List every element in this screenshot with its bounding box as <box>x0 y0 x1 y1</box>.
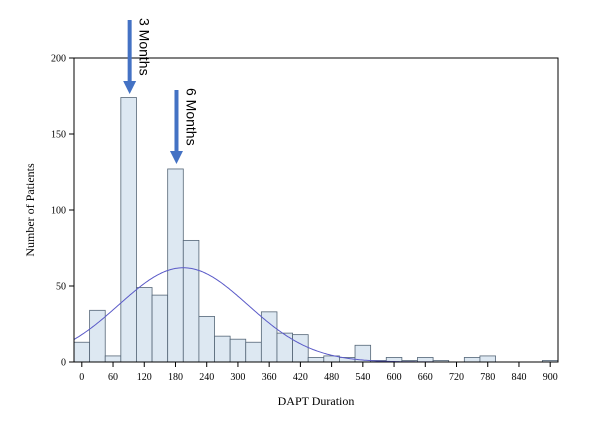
histogram-bar <box>245 341 262 363</box>
y-axis-ticks: 0 50 100 150 200 <box>51 54 74 369</box>
y-axis-title: Number of Patients <box>23 163 37 257</box>
x-tick-label: 420 <box>293 372 308 383</box>
histogram-bar <box>198 315 215 363</box>
x-tick-label: 720 <box>449 372 464 383</box>
histogram-bar <box>120 97 137 363</box>
histogram-bar <box>276 332 293 363</box>
histogram-bar <box>260 311 278 363</box>
x-tick-label: 120 <box>137 372 152 383</box>
histogram-bar <box>104 355 122 363</box>
x-tick-label: 0 <box>79 372 84 383</box>
annotation-2: 6 Months <box>169 88 199 164</box>
x-tick-label: 240 <box>199 372 214 383</box>
histogram-bar <box>292 334 309 363</box>
annotation-label: 6 Months <box>183 88 199 146</box>
histogram-bar <box>182 239 200 363</box>
histogram-bar <box>479 355 496 363</box>
histogram-bar <box>307 357 325 363</box>
y-tick-label: 100 <box>51 206 66 217</box>
histogram-bar <box>229 338 247 363</box>
arrow-shaft <box>127 20 132 82</box>
x-tick-label: 540 <box>355 372 370 383</box>
x-tick-label: 900 <box>543 372 558 383</box>
arrow-down-icon <box>123 81 137 94</box>
y-tick-label: 0 <box>61 358 66 369</box>
arrow-down-icon <box>169 151 183 164</box>
histogram-bar <box>136 287 153 363</box>
histogram-bar <box>417 357 434 363</box>
x-tick-label: 180 <box>168 372 183 383</box>
y-tick-label: 150 <box>51 130 66 141</box>
arrow-shaft <box>174 90 179 152</box>
y-tick-label: 50 <box>56 282 66 293</box>
x-tick-label: 660 <box>418 372 433 383</box>
x-tick-label: 480 <box>324 372 339 383</box>
x-tick-label: 840 <box>511 372 526 383</box>
annotation-label: 3 Months <box>137 18 153 76</box>
histogram-bar <box>151 294 169 363</box>
y-tick-label: 200 <box>51 54 66 65</box>
x-axis-title: DAPT Duration <box>278 394 355 408</box>
histogram-bar <box>463 357 481 363</box>
annotation-1: 3 Months <box>123 18 153 94</box>
histogram-bars <box>73 97 559 363</box>
x-tick-label: 600 <box>387 372 402 383</box>
x-axis-ticks: 0 60 120 180 240 300 360 420 480 540 600 660 720 780 8… <box>79 362 558 383</box>
annotations: 3 Months 6 Months <box>123 18 199 164</box>
histogram-bar <box>73 341 91 363</box>
histogram-bar <box>214 335 231 363</box>
histogram-bar <box>167 168 184 363</box>
x-tick-label: 360 <box>262 372 277 383</box>
x-tick-label: 60 <box>108 372 118 383</box>
x-tick-label: 300 <box>230 372 245 383</box>
x-tick-label: 780 <box>480 372 495 383</box>
